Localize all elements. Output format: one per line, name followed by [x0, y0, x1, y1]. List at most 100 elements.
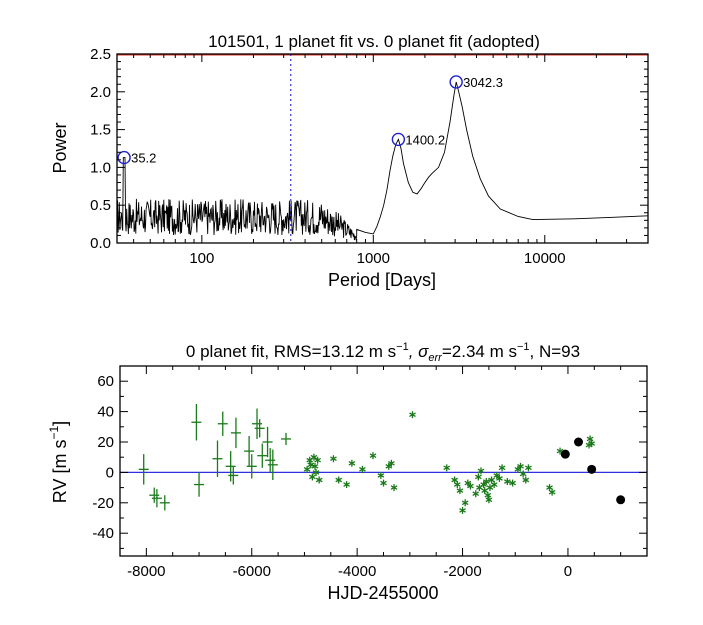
- rv-title-prefix: 0 planet fit, RMS=13.12 m s: [186, 342, 396, 361]
- rv-x-tick-label: -2000: [443, 563, 481, 580]
- rv-title-suffix: , N=93: [530, 342, 581, 361]
- rv-point-errorbar: [230, 417, 241, 449]
- periodogram-y-tick-label: 0.0: [90, 235, 111, 252]
- rv-point-asterisk: [343, 481, 350, 489]
- periodogram-x-ticks: 100 1000 10000: [133, 54, 649, 267]
- rv-y-ticks: -40 -20 0 20 40 60: [92, 365, 647, 549]
- rv-y-tick-label: -20: [92, 495, 114, 512]
- rv-x-tick-label: -6000: [233, 563, 271, 580]
- rv-point-errorbar: [212, 440, 223, 477]
- rv-x-label: HJD-2455000: [327, 583, 438, 603]
- peak-label-2: 3042.3: [463, 75, 503, 90]
- rv-point-asterisk: [467, 482, 474, 490]
- rv-y-label: RV [m s−1]: [47, 421, 70, 503]
- rv-point-errorbar: [228, 466, 239, 485]
- peak-marker-0: [117, 150, 131, 165]
- rv-point-asterisk: [477, 467, 485, 475]
- rv-point-asterisk: [308, 473, 316, 481]
- rv-point-asterisk: [443, 464, 451, 472]
- rv-point-errorbar: [267, 449, 278, 480]
- rv-point-asterisk: [315, 476, 323, 484]
- rv-point-errorbar: [138, 454, 149, 485]
- rv-point-asterisk: [335, 476, 343, 484]
- periodogram-x-tick-label: 10000: [524, 250, 566, 267]
- rv-point-errorbar: [281, 432, 292, 446]
- rv-title: 0 planet fit, RMS=13.12 m s −1 , σerr=2.34…: [186, 341, 580, 364]
- periodogram-y-tick-label: 1.0: [90, 159, 111, 176]
- rv-point-dot: [587, 464, 597, 474]
- rv-point-errorbar: [265, 448, 276, 473]
- rv-point-errorbar: [194, 472, 205, 497]
- rv-point-asterisk: [461, 499, 469, 507]
- rv-point-asterisk: [517, 462, 524, 470]
- periodogram-plot-area: 35.2 1400.2 3042.3: [117, 54, 648, 243]
- rv-y-label-close: ]: [50, 421, 70, 426]
- rv-x-ticks: -8000 -6000 -4000 -2000 0: [127, 366, 622, 580]
- rv-point-asterisk: [380, 479, 387, 487]
- rv-point-asterisk: [522, 476, 530, 484]
- rv-x-tick-label: -8000: [127, 563, 165, 580]
- rv-title-mid: , σ: [409, 342, 429, 361]
- rv-point-asterisk: [388, 459, 395, 467]
- periodogram-y-tick-label: 2.0: [90, 84, 111, 101]
- rv-point-dot: [560, 449, 570, 459]
- rv-point-asterisk: [312, 468, 320, 476]
- rv-point-asterisk: [484, 491, 492, 499]
- rv-x-tick-label: 0: [564, 563, 572, 580]
- rv-y-tick-label: 60: [97, 373, 114, 390]
- periodogram-y-label: Power: [50, 122, 70, 173]
- rv-point-asterisk: [409, 411, 416, 419]
- rv-point-errorbar: [225, 451, 236, 482]
- periodogram-y-ticks: 0.0 0.5 1.0 1.5 2.0 2.5: [90, 46, 648, 252]
- rv-title-sub: err: [428, 352, 443, 364]
- rv-point-asterisk: [311, 462, 319, 470]
- rv-point-errorbar: [257, 443, 268, 468]
- rv-title-mid2: =2.34 m s: [442, 342, 517, 361]
- periodogram-x-label: Period [Days]: [328, 270, 436, 290]
- rv-point-asterisk: [588, 440, 596, 448]
- rv-frame: [119, 365, 648, 557]
- rv-point-asterisk: [369, 452, 377, 460]
- rv-point-asterisk: [472, 490, 480, 498]
- rv-panel: 0 planet fit, RMS=13.12 m s −1 , σerr=2.34…: [47, 341, 648, 603]
- periodogram-power-line: [117, 81, 648, 241]
- rv-y-tick-label: 0: [106, 464, 114, 481]
- rv-point-asterisk: [456, 487, 464, 495]
- rv-point-errorbar: [246, 454, 257, 479]
- rv-point-errorbar: [262, 426, 273, 458]
- rv-point-asterisk: [485, 496, 493, 504]
- rv-x-tick-label: -4000: [338, 563, 376, 580]
- rv-point-dot: [616, 495, 626, 505]
- periodogram-x-tick-label: 100: [189, 250, 214, 267]
- rv-point-asterisk: [390, 484, 398, 492]
- rv-point-errorbar: [252, 408, 263, 439]
- rv-y-tick-label: -40: [92, 525, 114, 542]
- rv-point-asterisk: [303, 465, 311, 473]
- rv-point-asterisk: [453, 481, 461, 489]
- peak-marker-2: [449, 75, 463, 89]
- rv-point-asterisk: [496, 474, 503, 482]
- rv-point-asterisk: [307, 461, 315, 469]
- rv-point-asterisk: [475, 473, 482, 481]
- rv-point-errorbar: [151, 489, 162, 508]
- rv-series-dot: [560, 437, 626, 505]
- rv-title-exp2: −1: [517, 341, 530, 353]
- peak-label-0: 35.2: [131, 151, 156, 166]
- rv-point-asterisk: [330, 455, 337, 463]
- rv-point-errorbar: [254, 419, 265, 438]
- periodogram-y-tick-label: 2.5: [90, 46, 111, 63]
- rv-point-errorbar: [244, 435, 255, 467]
- rv-point-asterisk: [548, 488, 556, 496]
- rv-y-label-main: RV [m s: [50, 440, 70, 504]
- periodogram-y-tick-label: 1.5: [90, 122, 111, 139]
- rv-point-errorbar: [191, 404, 202, 441]
- rv-y-tick-label: 40: [97, 404, 114, 421]
- rv-series-errorbar: [138, 404, 292, 511]
- rv-point-asterisk: [348, 459, 356, 467]
- rv-point-asterisk: [525, 464, 532, 472]
- rv-point-asterisk: [310, 453, 318, 461]
- rv-y-tick-label: 20: [97, 434, 114, 451]
- rv-point-errorbar: [159, 495, 170, 511]
- rv-point-errorbar: [217, 411, 228, 436]
